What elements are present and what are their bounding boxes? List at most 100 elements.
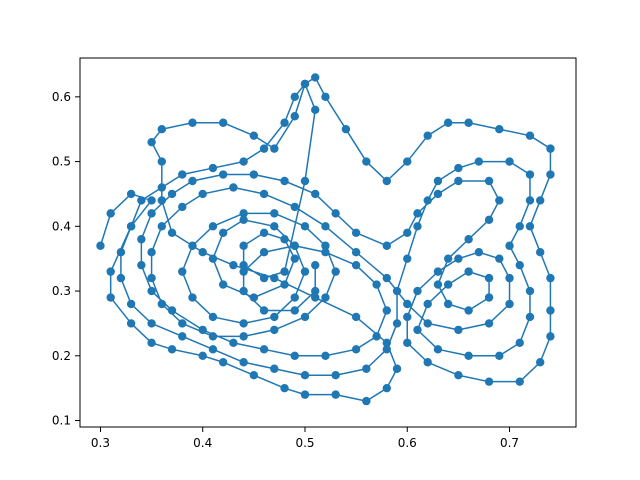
data-point — [321, 248, 330, 257]
data-point — [290, 306, 299, 315]
data-point — [403, 312, 412, 322]
data-point — [157, 125, 167, 134]
data-point — [433, 176, 443, 186]
data-point — [280, 235, 289, 244]
data-point — [188, 293, 197, 302]
data-point — [454, 254, 463, 263]
x-tick-label: 0.7 — [500, 436, 519, 450]
data-point — [167, 228, 177, 237]
data-point — [300, 176, 310, 186]
data-point — [515, 222, 524, 231]
data-point — [372, 332, 381, 341]
data-point — [351, 248, 361, 257]
data-point — [311, 286, 320, 296]
data-point — [157, 183, 167, 192]
data-point — [249, 293, 259, 302]
data-point — [147, 286, 156, 296]
data-point — [443, 254, 453, 263]
data-point — [403, 228, 412, 237]
data-point — [259, 273, 269, 283]
data-point — [433, 267, 443, 276]
data-point — [157, 157, 167, 166]
data-point — [495, 254, 504, 263]
y-tick-label: 0.6 — [52, 90, 71, 104]
data-point — [484, 377, 494, 386]
data-point — [454, 325, 463, 335]
data-point — [464, 235, 473, 244]
data-point — [382, 273, 391, 283]
data-point — [372, 280, 381, 289]
data-point — [484, 215, 494, 225]
data-point — [106, 267, 115, 276]
data-point — [239, 267, 248, 276]
data-point — [229, 260, 238, 270]
data-point — [525, 131, 535, 140]
data-point — [423, 196, 432, 205]
data-point — [290, 293, 299, 302]
data-point — [331, 390, 340, 399]
data-point — [270, 222, 279, 231]
data-point — [382, 241, 391, 250]
data-point — [106, 209, 115, 218]
data-point — [208, 312, 218, 322]
data-point — [331, 267, 340, 276]
data-point — [300, 371, 310, 380]
data-point — [495, 125, 504, 134]
data-point — [474, 157, 484, 166]
data-point — [249, 371, 259, 380]
data-point — [413, 222, 422, 231]
data-point — [464, 267, 473, 276]
data-point — [351, 345, 361, 354]
data-point — [157, 196, 167, 205]
data-point — [167, 189, 177, 199]
data-point — [280, 267, 289, 276]
data-point — [147, 137, 156, 147]
data-point — [126, 299, 136, 309]
data-point — [208, 254, 218, 263]
y-tick-label: 0.2 — [52, 349, 71, 363]
data-point — [116, 273, 126, 283]
data-point — [137, 260, 146, 270]
data-point — [167, 345, 177, 354]
data-point — [403, 157, 412, 166]
data-point — [413, 286, 422, 296]
data-point — [167, 306, 177, 315]
data-point — [239, 241, 248, 250]
data-point — [249, 131, 259, 140]
data-point — [239, 358, 248, 367]
data-point — [454, 163, 463, 173]
data-point — [413, 209, 422, 218]
data-point — [525, 196, 535, 205]
data-point — [178, 332, 187, 341]
data-point — [484, 176, 494, 186]
x-tick-label: 0.6 — [398, 436, 417, 450]
data-point — [178, 202, 187, 212]
data-point — [157, 299, 167, 309]
data-point — [188, 176, 197, 186]
data-point — [505, 273, 514, 283]
x-tick-label: 0.3 — [91, 436, 110, 450]
data-point — [382, 345, 391, 354]
data-point — [311, 293, 320, 302]
data-point — [433, 189, 443, 199]
data-point — [280, 383, 289, 393]
data-point — [525, 222, 535, 231]
data-point — [218, 228, 228, 237]
data-point — [362, 157, 371, 166]
x-tick-label: 0.5 — [295, 436, 314, 450]
data-point — [311, 105, 320, 114]
data-point — [259, 306, 269, 315]
data-point — [178, 170, 187, 179]
data-point — [208, 332, 218, 341]
data-point — [239, 286, 248, 296]
data-point — [126, 189, 136, 199]
data-point — [270, 209, 279, 218]
data-point — [198, 189, 207, 199]
data-point — [229, 338, 238, 348]
data-point — [290, 241, 299, 250]
y-tick-label: 0.5 — [52, 155, 71, 169]
data-point — [270, 364, 279, 373]
data-point — [259, 345, 269, 354]
data-point — [362, 364, 371, 373]
data-point — [218, 280, 228, 289]
